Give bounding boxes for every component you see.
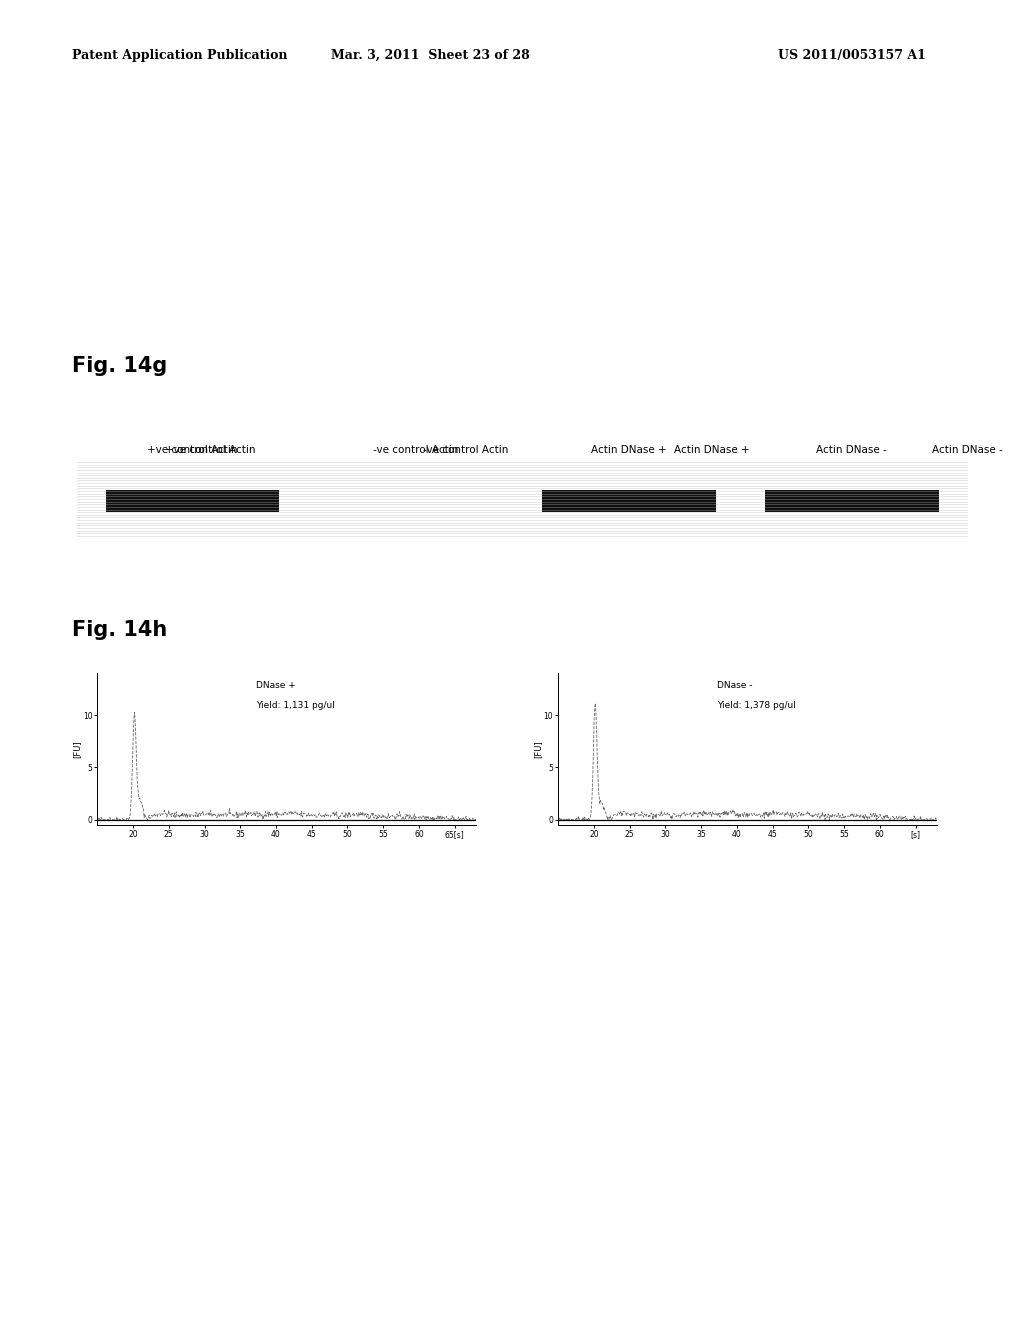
Y-axis label: [FU]: [FU] <box>534 741 542 758</box>
Text: Fig. 14h: Fig. 14h <box>72 620 167 640</box>
Bar <box>765 490 939 512</box>
Text: Patent Application Publication: Patent Application Publication <box>72 49 287 62</box>
Text: Mar. 3, 2011  Sheet 23 of 28: Mar. 3, 2011 Sheet 23 of 28 <box>331 49 529 62</box>
Text: +ve control Actin: +ve control Actin <box>147 445 238 455</box>
Text: Yield: 1,131 pg/ul: Yield: 1,131 pg/ul <box>256 701 335 710</box>
Text: Yield: 1,378 pg/ul: Yield: 1,378 pg/ul <box>717 701 796 710</box>
Text: -ve control Actin: -ve control Actin <box>373 445 458 455</box>
Text: Fig. 14g: Fig. 14g <box>72 356 167 376</box>
Bar <box>105 490 280 512</box>
Text: Actin DNase -: Actin DNase - <box>816 445 887 455</box>
Text: DNase +: DNase + <box>256 681 296 690</box>
Text: Actin DNase +: Actin DNase + <box>674 445 750 455</box>
Bar <box>543 490 716 512</box>
Text: +ve control Actin: +ve control Actin <box>165 445 255 455</box>
Text: Actin DNase +: Actin DNase + <box>591 445 667 455</box>
Text: US 2011/0053157 A1: US 2011/0053157 A1 <box>778 49 926 62</box>
Text: -ve control Actin: -ve control Actin <box>423 445 509 455</box>
Text: Actin DNase -: Actin DNase - <box>932 445 1004 455</box>
Text: DNase -: DNase - <box>717 681 753 690</box>
Y-axis label: [FU]: [FU] <box>73 741 81 758</box>
